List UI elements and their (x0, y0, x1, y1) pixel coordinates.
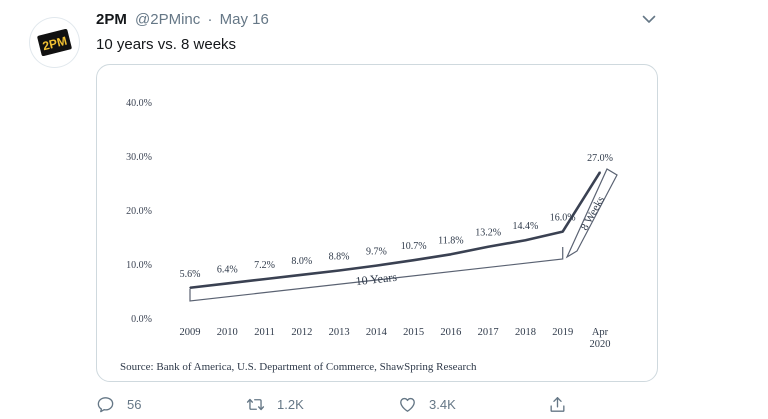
retweet-icon (246, 398, 265, 410)
data-label: 5.6% (180, 269, 201, 280)
eight-weeks-bracket-box (565, 168, 618, 259)
heart-icon (400, 397, 415, 412)
reply-icon (97, 396, 114, 412)
ten-years-bracket-line (189, 247, 564, 302)
data-label: 6.4% (217, 264, 238, 275)
avatar-logo-text: 2PM (41, 34, 68, 54)
data-point (524, 239, 527, 242)
x-tick-label: 2009 (180, 327, 201, 338)
x-tick-label: 2011 (254, 327, 275, 338)
x-tick-label: 2014 (366, 327, 388, 338)
data-label: 13.2% (475, 228, 501, 239)
retweet-button[interactable]: 1.2K (246, 393, 304, 415)
author-name[interactable]: 2PM (96, 11, 127, 28)
tweet-text: 10 years vs. 8 weeks (96, 36, 237, 53)
separator: · (207, 11, 213, 28)
x-tick-label: 2015 (403, 327, 424, 338)
x-tick-label: 2010 (217, 327, 238, 338)
data-label: 8.8% (329, 251, 350, 262)
2pm-logo-icon: 2PM (37, 28, 72, 57)
data-point (599, 171, 601, 173)
data-label: 11.8% (438, 235, 463, 246)
data-point (263, 278, 266, 280)
author-handle[interactable]: @2PMinc (135, 11, 201, 28)
data-point (487, 245, 489, 248)
data-point (375, 264, 378, 267)
tweet-actions: 56 1.2K 3.4K (96, 393, 568, 415)
tweet-header: 2PM @2PMinc · May 16 (96, 9, 696, 31)
data-point (301, 274, 303, 276)
line-chart: 0.0% 10.0% 20.0% 30.0% 40.0% 2009 2010 2011 201… (126, 98, 618, 350)
chart-source: Source: Bank of America, U.S. Department… (120, 361, 477, 373)
chevron-down-icon[interactable] (640, 10, 658, 28)
x-tick-label: 2013 (329, 327, 350, 338)
data-point (226, 282, 229, 285)
share-button[interactable] (548, 393, 567, 415)
x-tick-label: 2020 (590, 339, 611, 350)
series-line (189, 171, 602, 290)
y-tick-label: 0.0% (131, 314, 152, 325)
data-label: 16.0% (550, 213, 576, 224)
ten-years-label: 10 Years (355, 270, 398, 289)
x-tick-label: 2019 (552, 327, 573, 338)
data-label: 10.7% (401, 241, 427, 252)
x-tick-label: 2012 (291, 327, 312, 338)
like-button[interactable]: 3.4K (398, 393, 456, 415)
x-tick-label: Apr (592, 327, 609, 338)
ten-years-bracket (189, 247, 564, 302)
y-tick-label: 40.0% (126, 98, 152, 109)
data-point (412, 259, 415, 262)
reply-count: 56 (127, 396, 142, 412)
x-tick-label: 2016 (440, 327, 461, 338)
eight-weeks-bracket (565, 168, 618, 259)
like-count: 3.4K (429, 396, 456, 412)
x-tick-label: 2018 (515, 327, 536, 338)
data-point (561, 230, 564, 233)
data-point (338, 269, 340, 272)
data-label: 27.0% (587, 153, 613, 164)
reply-button[interactable]: 56 (96, 393, 141, 415)
share-icon (550, 396, 565, 412)
x-tick-label: 2017 (478, 327, 499, 338)
tweet-date[interactable]: May 16 (219, 11, 269, 28)
data-label: 9.7% (366, 247, 387, 258)
tweet-media[interactable]: 0.0% 10.0% 20.0% 30.0% 40.0% 2009 2010 2011 201… (96, 64, 658, 382)
data-point (189, 286, 191, 289)
data-point (450, 253, 452, 256)
y-tick-label: 30.0% (126, 152, 152, 163)
data-label: 7.2% (254, 260, 275, 271)
avatar[interactable]: 2PM (30, 18, 79, 67)
data-label: 8.0% (291, 256, 312, 267)
y-tick-label: 20.0% (126, 206, 152, 217)
y-tick-label: 10.0% (126, 260, 152, 271)
data-label: 14.4% (513, 221, 539, 232)
retweet-count: 1.2K (277, 396, 304, 412)
